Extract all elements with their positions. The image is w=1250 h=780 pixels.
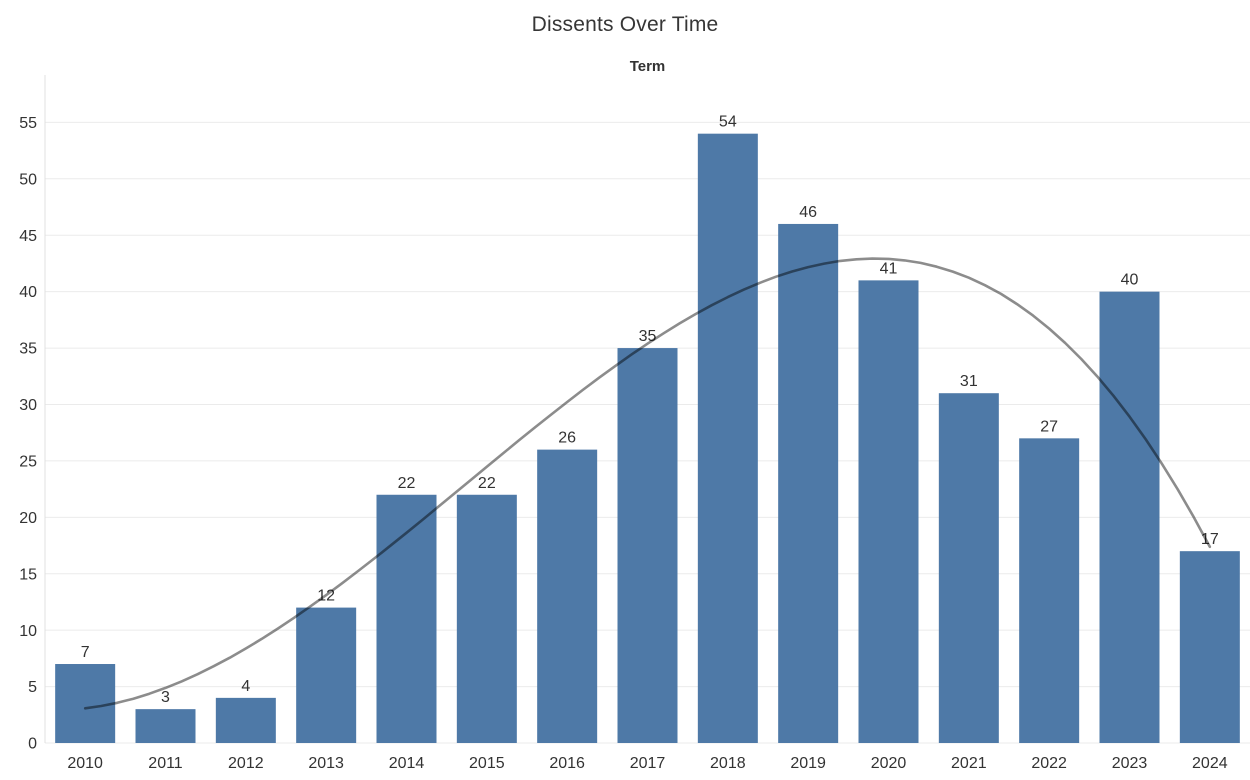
bar-value-label: 27 [1040,418,1058,435]
bar-2011[interactable] [135,709,196,743]
x-tick-label: 2020 [871,755,907,772]
bar-value-label: 41 [880,260,898,277]
bar-value-label: 12 [317,588,335,605]
bar-2019[interactable] [778,223,839,744]
bar-2021[interactable] [938,393,999,743]
x-axis-title: Term [629,58,666,75]
bar-value-label: 22 [478,475,496,492]
x-tick-label: 2017 [630,755,666,772]
bar-2013[interactable] [296,607,357,743]
y-tick-label: 50 [19,171,37,188]
bar-2022[interactable] [1019,438,1080,743]
bar-value-label: 31 [960,373,978,390]
x-tick-label: 2021 [951,755,987,772]
x-tick-label: 2012 [228,755,264,772]
y-tick-label: 30 [19,397,37,414]
y-tick-label: 5 [28,679,37,696]
x-tick-label: 2013 [308,755,344,772]
y-tick-label: 55 [19,115,37,132]
bar-value-label: 46 [799,204,817,221]
x-tick-label: 2011 [148,755,183,772]
bar-value-label: 7 [81,644,90,661]
bar-value-label: 54 [719,114,737,131]
bar-value-label: 40 [1121,272,1139,289]
x-tick-label: 2018 [710,755,746,772]
bar-value-label: 35 [639,328,657,345]
x-tick-label: 2016 [549,755,585,772]
y-tick-label: 35 [19,341,37,358]
bar-2023[interactable] [1099,291,1160,743]
bar-2017[interactable] [617,348,678,743]
x-tick-label: 2024 [1192,755,1228,772]
x-tick-label: 2014 [389,755,425,772]
y-tick-label: 25 [19,454,37,471]
bar-2018[interactable] [697,133,758,744]
y-tick-label: 45 [19,228,37,245]
trend-line[interactable] [83,257,1212,710]
bar-value-label: 3 [161,689,170,706]
bar-2020[interactable] [858,280,919,743]
y-tick-label: 40 [19,284,37,301]
bar-2010[interactable] [55,664,116,743]
y-tick-label: 20 [19,510,37,527]
x-tick-label: 2010 [67,755,103,772]
bar-value-label: 22 [398,475,416,492]
bar-2016[interactable] [537,449,598,743]
bar-2012[interactable] [215,697,276,743]
y-tick-label: 15 [19,566,37,583]
x-tick-label: 2015 [469,755,505,772]
bar-2024[interactable] [1179,551,1240,743]
y-tick-label: 10 [19,623,37,640]
bar-2014[interactable] [376,494,437,743]
x-tick-label: 2022 [1031,755,1067,772]
bar-2015[interactable] [456,494,517,743]
chart-title: Dissents Over Time [531,13,719,36]
x-tick-label: 2019 [790,755,826,772]
bar-value-label: 26 [558,430,576,447]
bar-value-label: 4 [241,678,250,695]
bar-value-label: 17 [1201,531,1219,548]
x-tick-label: 2023 [1112,755,1148,772]
y-tick-label: 0 [28,736,37,753]
